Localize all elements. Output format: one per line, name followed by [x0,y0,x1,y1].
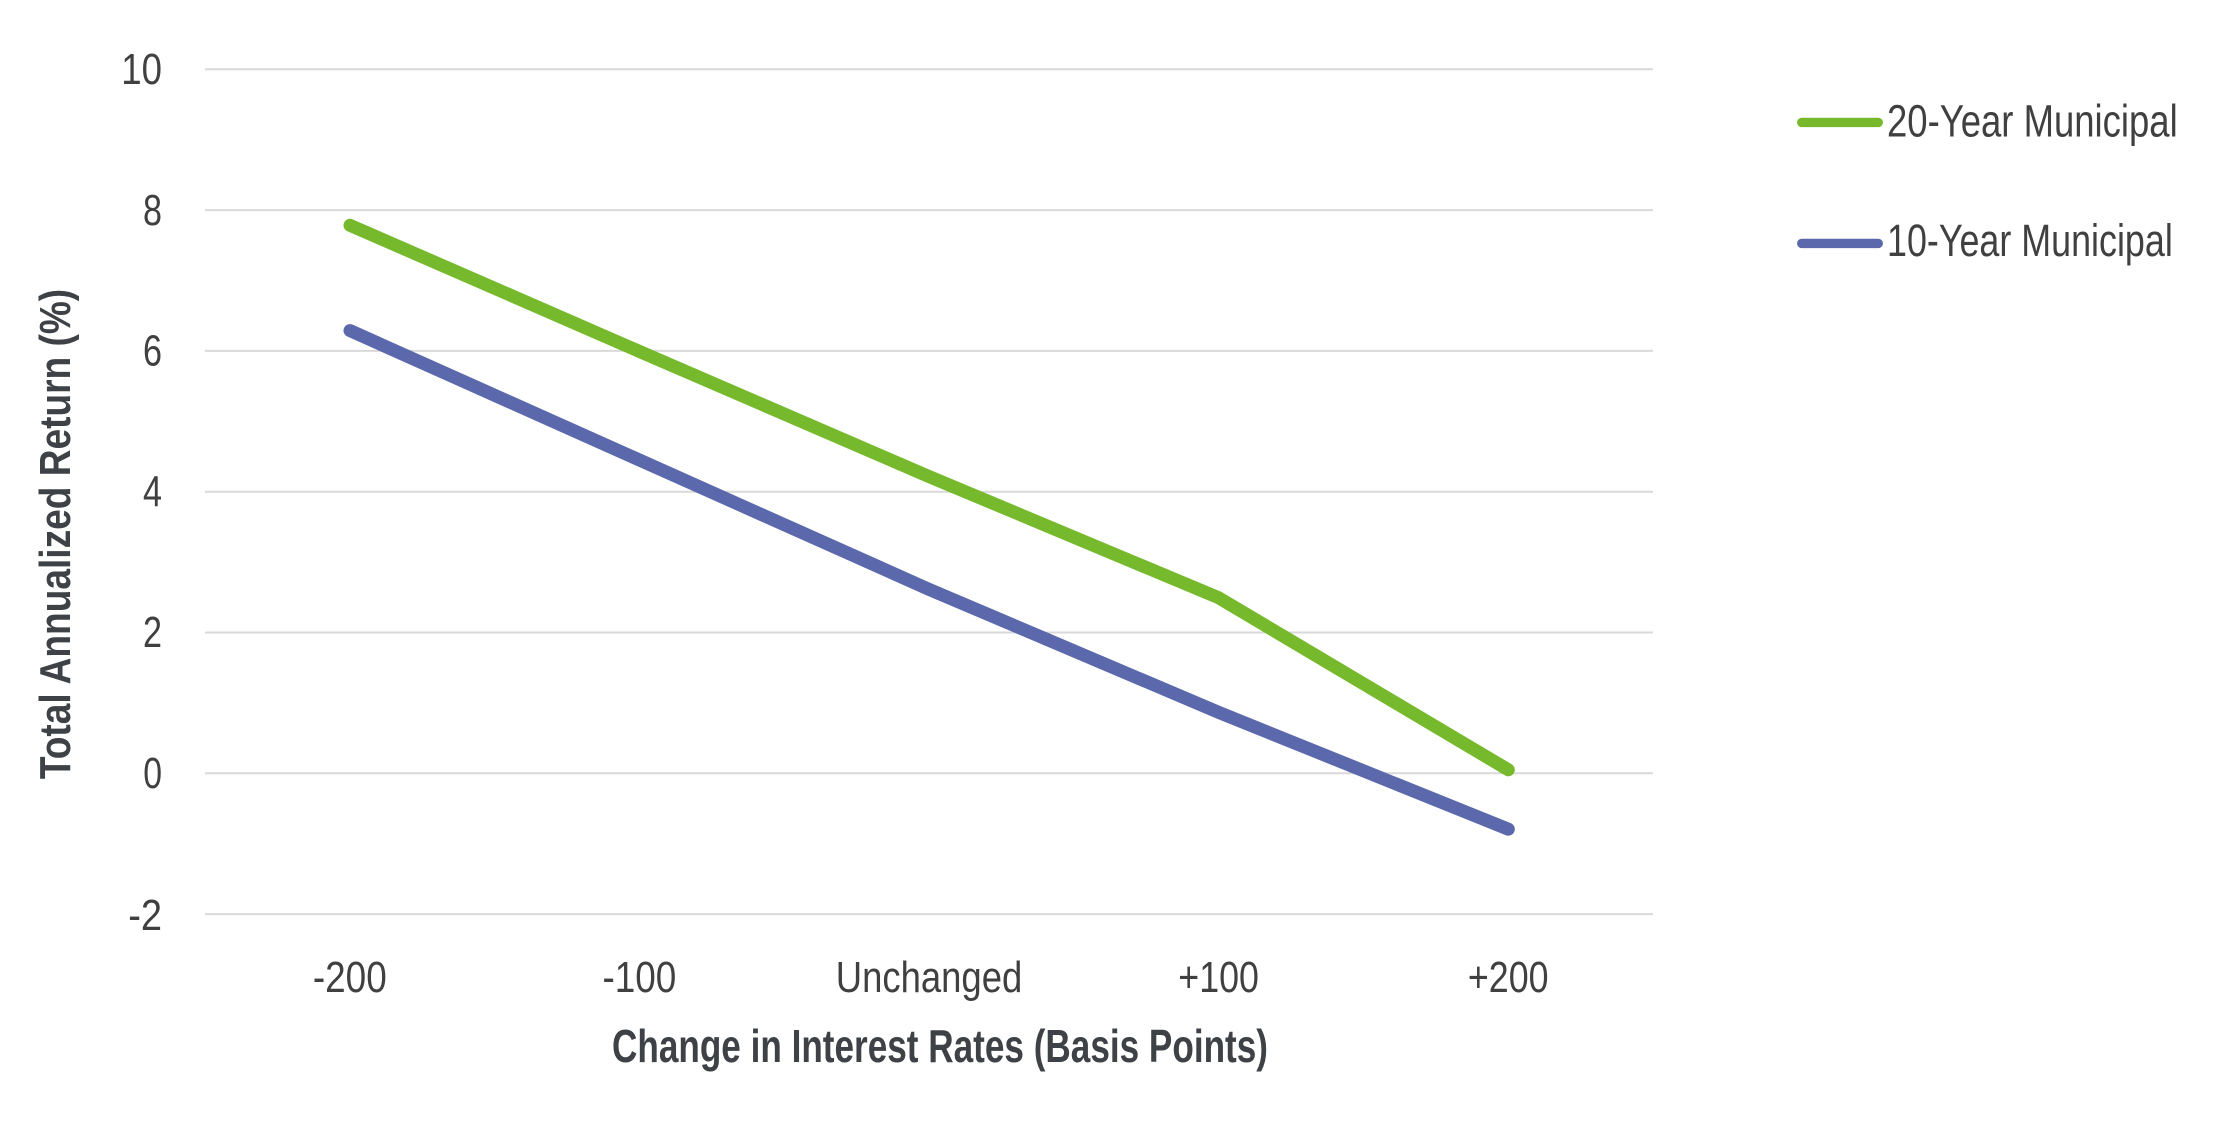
svg-text:10-Year Municipal: 10-Year Municipal [1887,215,2173,266]
svg-text:20-Year Municipal: 20-Year Municipal [1887,95,2178,146]
svg-text:Unchanged: Unchanged [836,953,1023,1002]
svg-text:-2: -2 [128,891,162,940]
svg-text:-200: -200 [313,953,387,1002]
svg-text:Change in Interest Rates (Basi: Change in Interest Rates (Basis Points) [612,1020,1268,1072]
svg-text:2: 2 [143,608,162,657]
svg-text:10: 10 [121,45,162,94]
svg-text:+100: +100 [1178,953,1259,1002]
svg-text:0: 0 [143,749,162,798]
svg-text:4: 4 [143,467,162,516]
svg-text:6: 6 [143,327,162,376]
svg-text:Total Annualized Return (%): Total Annualized Return (%) [32,289,80,779]
svg-text:+200: +200 [1468,953,1549,1002]
svg-text:-100: -100 [602,953,676,1002]
svg-text:8: 8 [143,186,162,235]
